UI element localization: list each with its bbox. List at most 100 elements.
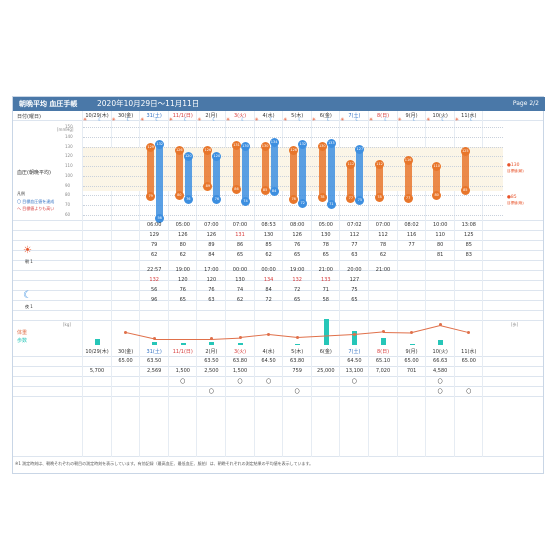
evening-target: ●85 xyxy=(507,195,517,200)
morning-target-sub: 目標値(朝) xyxy=(507,169,524,173)
sun-icon: ✳ xyxy=(426,117,431,123)
y-tick-label: 60 xyxy=(65,212,71,217)
table-row xyxy=(13,251,543,261)
evening-sys-cell: 130 xyxy=(235,277,245,283)
morning-dia-cell: 77 xyxy=(408,242,415,248)
evening-time-cell: 21:00 xyxy=(318,267,333,273)
evening-pulse-cell: 65 xyxy=(179,297,186,303)
steps-legend: 歩数 xyxy=(17,338,28,344)
morning-dia-cell: 78 xyxy=(322,242,329,248)
morning-sys-dot: 125 xyxy=(460,146,470,156)
y-tick-label: 130 xyxy=(65,143,73,149)
column-divider xyxy=(139,111,141,457)
medication-cell: 〇 xyxy=(266,379,272,385)
morning-dia-dot: 86 xyxy=(232,185,241,195)
morning-dia-dot: 80 xyxy=(432,190,442,200)
sun-icon: ✳ xyxy=(340,117,345,123)
date-cell: 4(水) xyxy=(262,113,275,119)
evening-dia-dot: 84 xyxy=(269,187,279,197)
date-cell-bottom: 7(土) xyxy=(348,349,361,355)
evening-dia-dot: 56 xyxy=(155,214,165,224)
column-divider xyxy=(425,111,427,457)
morning-dia-cell: 85 xyxy=(465,242,472,248)
steps-bar xyxy=(238,343,243,345)
morning-time-cell: 05:00 xyxy=(175,222,190,228)
sun-icon: ✳ xyxy=(82,117,88,123)
date-cell-bottom: 9(月) xyxy=(405,349,418,355)
morning-range xyxy=(204,150,212,187)
weight-point xyxy=(352,332,356,336)
morning-pulse-cell: 62 xyxy=(379,252,387,258)
sun-icon: ✳ xyxy=(168,117,173,123)
moon-icon: ☾ xyxy=(97,117,103,123)
moon-icon: ☾ xyxy=(469,117,475,123)
evening-time-cell: 20:00 xyxy=(347,267,362,273)
morning-dia-cell: 78 xyxy=(379,242,387,248)
morning-dia-cell: 86 xyxy=(236,242,244,248)
date-cell-bottom: 10(火) xyxy=(432,349,448,355)
weight-legend: 体重 xyxy=(17,330,28,336)
moon-icon: ☾ xyxy=(212,117,217,123)
morning-sys-dot: 112 xyxy=(346,159,356,169)
weight-cell: 63.50 xyxy=(204,358,219,364)
evening-dia-cell: 71 xyxy=(322,287,329,293)
morning-range xyxy=(175,150,183,196)
morning-sys-cell: 112 xyxy=(378,232,388,238)
sun-icon: ✳ xyxy=(225,117,231,123)
table-row xyxy=(13,121,543,221)
evening-time-cell: 19:00 xyxy=(175,267,190,273)
morning-pulse-cell: 62 xyxy=(265,252,272,258)
y-tick-label: 80 xyxy=(65,192,71,198)
evening-sys-dot: 120 xyxy=(183,151,193,161)
legend-achieved: 〇 目標血圧値を達成 xyxy=(17,199,55,204)
weight-point xyxy=(438,323,442,327)
evening-dia-cell: 72 xyxy=(294,287,301,293)
medication-cell: 〇 xyxy=(351,379,357,385)
date-cell-bottom: 6(金) xyxy=(319,349,332,355)
morning-time-cell: 08:53 xyxy=(261,222,276,228)
steps-cell: 759 xyxy=(292,368,302,374)
steps-bar xyxy=(381,337,386,345)
evening-sys-cell: 127 xyxy=(349,277,360,283)
morning-sys-dot: 116 xyxy=(403,155,413,165)
weight-point xyxy=(238,335,242,339)
evening-range xyxy=(327,143,335,205)
steps-cell: 5,700 xyxy=(89,368,105,374)
table-row xyxy=(13,261,543,271)
morning-range xyxy=(433,166,441,196)
morning-sys-dot: 112 xyxy=(375,159,384,169)
steps-cell: 4,580 xyxy=(433,368,448,374)
steps-cell: 25,000 xyxy=(317,368,335,374)
morning-sys-cell: 130 xyxy=(321,232,331,238)
morning-dia-cell: 76 xyxy=(294,242,301,248)
morning-pulse-cell: 65 xyxy=(322,252,329,258)
steps-bar xyxy=(209,342,215,345)
evening-dia-dot: 76 xyxy=(212,194,222,204)
date-cell-bottom: 31(土) xyxy=(146,349,162,355)
date-cell-bottom: 3(火) xyxy=(233,349,247,355)
morning-sys-cell: 112 xyxy=(349,232,360,238)
table-row xyxy=(13,111,543,121)
morning-pulse-cell: 83 xyxy=(465,252,472,258)
date-cell-bottom: 11(水) xyxy=(461,349,477,355)
weight-point xyxy=(295,335,299,339)
morning-dia-dot: 78 xyxy=(375,192,384,202)
morning-sys-dot: 110 xyxy=(432,161,442,171)
medication-cell: 〇 xyxy=(180,379,186,385)
weight-point xyxy=(410,330,414,334)
sun-icon: ✳ xyxy=(197,117,202,123)
column-divider xyxy=(339,111,341,457)
column-divider xyxy=(82,111,83,457)
morning-target: ●130 xyxy=(507,163,520,168)
column-divider xyxy=(167,111,169,457)
evening-dia-cell: 56 xyxy=(151,287,158,293)
evening-pulse-cell: 63 xyxy=(208,297,215,303)
moon-icon: ☾ xyxy=(126,117,131,123)
morning-range xyxy=(461,151,469,191)
steps-cell: 2,500 xyxy=(204,368,219,374)
evening-dia-dot: 72 xyxy=(298,198,308,208)
morning-time-cell: 07:00 xyxy=(232,222,248,228)
weight-cell: 64.50 xyxy=(261,358,276,364)
morning-dia-dot: 77 xyxy=(403,193,413,203)
morning-count: 朝 1 xyxy=(25,259,33,264)
